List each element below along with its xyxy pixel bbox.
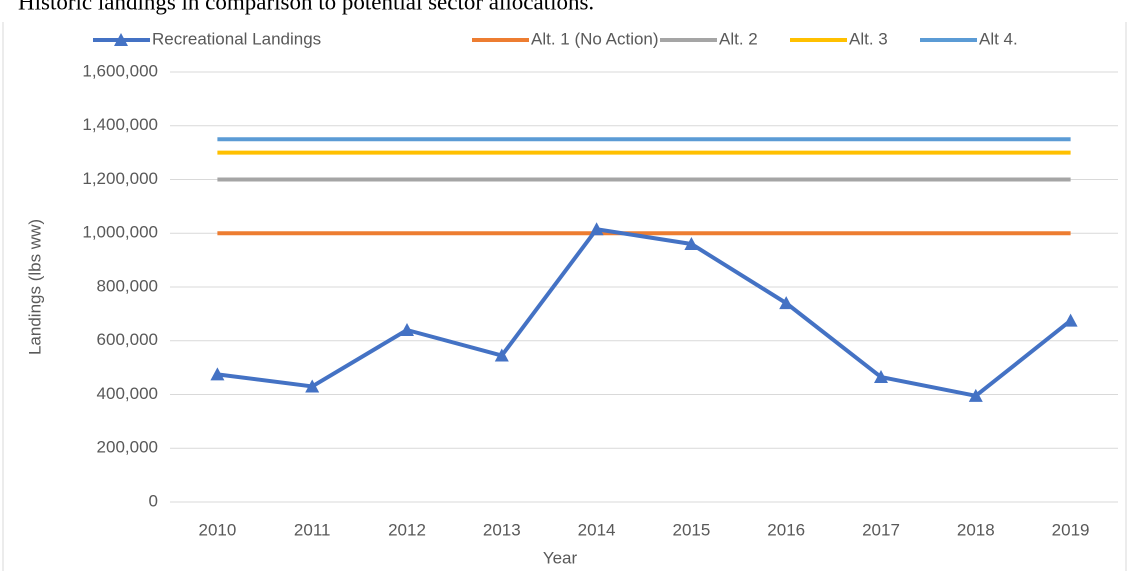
data-point — [779, 296, 794, 310]
x-tick-label: 2017 — [862, 520, 900, 539]
y-tick-label: 0 — [149, 491, 158, 510]
x-axis-label: Year — [543, 548, 578, 567]
data-point — [305, 379, 320, 393]
x-tick-label: 2016 — [767, 520, 805, 539]
data-point — [874, 370, 888, 384]
y-axis-label: Landings (lbs ww) — [25, 219, 44, 355]
data-point — [1063, 313, 1078, 327]
legend-label: Recreational Landings — [152, 29, 321, 48]
data-point — [400, 323, 414, 336]
data-point — [968, 388, 983, 402]
data-point — [210, 367, 225, 381]
legend-marker — [114, 33, 128, 46]
x-tick-label: 2012 — [388, 520, 426, 539]
legend-label: Alt. 2 — [719, 29, 758, 48]
x-tick-label: 2011 — [294, 520, 331, 539]
y-tick-label: 1,200,000 — [82, 169, 158, 188]
legend-label: Alt. 1 (No Action) — [531, 29, 659, 48]
y-tick-label: 1,600,000 — [82, 61, 158, 80]
data-point — [589, 222, 604, 236]
x-tick-label: 2018 — [957, 520, 995, 539]
x-tick-label: 2014 — [578, 520, 616, 539]
y-tick-label: 1,400,000 — [82, 115, 158, 134]
x-tick-label: 2015 — [672, 520, 710, 539]
data-point — [684, 237, 699, 250]
series-line — [217, 227, 1072, 398]
data-point — [494, 348, 509, 362]
x-tick-label: 2010 — [198, 520, 236, 539]
y-tick-label: 200,000 — [97, 438, 158, 457]
y-tick-label: 400,000 — [97, 384, 158, 403]
legend-label: Alt 4. — [979, 29, 1018, 48]
y-tick-label: 1,000,000 — [82, 223, 158, 242]
legend-label: Alt. 3 — [849, 29, 888, 48]
y-tick-label: 600,000 — [97, 330, 158, 349]
y-tick-label: 800,000 — [97, 276, 158, 295]
chart-title: Historic landings in comparison to poten… — [18, 0, 594, 14]
x-tick-label: 2013 — [483, 520, 521, 539]
x-tick-label: 2019 — [1052, 520, 1090, 539]
